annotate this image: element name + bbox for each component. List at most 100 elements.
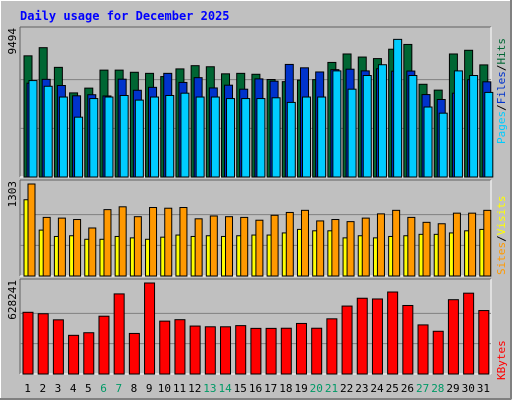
x-tick-label: 8	[131, 382, 138, 395]
legend-separator: /	[495, 235, 508, 242]
bar-kbytes	[387, 291, 399, 375]
bar-kbytes	[52, 319, 64, 375]
bar-kbytes	[417, 324, 429, 375]
bar-sites	[240, 216, 249, 277]
x-tick-label: 26	[401, 382, 414, 395]
x-tick-label: 20	[310, 382, 323, 395]
bar-pages	[469, 75, 479, 178]
bar-sites	[300, 209, 309, 277]
bar-sites	[285, 211, 294, 277]
bar-kbytes	[402, 304, 414, 375]
legend-separator: /	[495, 104, 508, 111]
bar-kbytes	[235, 325, 247, 375]
legend-visits: Visits	[495, 196, 508, 236]
y-max-label-hits: 9494	[6, 28, 19, 55]
x-tick-label: 30	[462, 382, 475, 395]
bar-pages	[226, 98, 236, 178]
bar-sites	[73, 219, 82, 277]
legend-kbytes-panel: KBytes	[495, 340, 508, 380]
bar-pages	[74, 116, 84, 178]
bar-kbytes	[128, 332, 140, 375]
bar-pages	[393, 38, 403, 178]
bar-sites	[437, 223, 446, 277]
x-tick-label: 31	[477, 382, 490, 395]
x-tick-label: 6	[100, 382, 107, 395]
legend-hits-panel: Pages/Files/Hits	[495, 38, 508, 144]
bar-pages	[332, 70, 342, 178]
bar-kbytes	[341, 305, 353, 375]
bar-sites	[376, 213, 385, 277]
x-tick-label: 12	[188, 382, 201, 395]
x-tick-label: 22	[340, 382, 353, 395]
bar-pages	[43, 85, 53, 178]
bar-pages	[317, 96, 327, 178]
bar-kbytes	[463, 292, 475, 375]
x-tick-label: 13	[203, 382, 216, 395]
x-tick-label: 21	[325, 382, 338, 395]
bar-kbytes	[311, 327, 323, 375]
bar-kbytes	[174, 319, 186, 375]
bar-pages	[271, 97, 281, 178]
bar-pages	[104, 96, 114, 178]
bar-sites	[255, 219, 264, 277]
x-tick-label: 9	[146, 382, 153, 395]
bar-kbytes	[68, 334, 80, 375]
bar-pages	[195, 96, 205, 178]
bar-sites	[483, 209, 492, 277]
x-tick-label: 4	[70, 382, 77, 395]
bar-kbytes	[98, 315, 110, 375]
bar-kbytes	[280, 327, 292, 375]
chart-title: Daily usage for December 2025	[20, 9, 230, 23]
bar-pages	[484, 91, 494, 178]
x-tick-label: 23	[355, 382, 368, 395]
bar-sites	[194, 218, 203, 277]
bar-kbytes	[371, 298, 383, 375]
bar-pages	[301, 96, 311, 178]
legend-files: Files	[495, 71, 508, 104]
x-tick-label: 10	[158, 382, 171, 395]
bar-sites	[57, 217, 66, 277]
bar-kbytes	[220, 326, 232, 375]
bar-kbytes	[432, 330, 444, 375]
bar-kbytes	[204, 326, 216, 375]
bar-sites	[179, 207, 188, 277]
bar-kbytes	[113, 293, 125, 375]
bar-sites	[133, 216, 142, 277]
bar-kbytes	[447, 299, 459, 375]
bar-pages	[423, 106, 433, 178]
bar-pages	[210, 96, 220, 178]
bar-sites	[164, 207, 173, 277]
x-tick-label: 1	[24, 382, 31, 395]
bar-sites	[422, 221, 431, 277]
x-tick-label: 28	[431, 382, 444, 395]
legend-pages: Pages	[495, 111, 508, 144]
bar-pages	[180, 92, 190, 178]
bar-kbytes	[250, 327, 262, 375]
bar-pages	[256, 98, 266, 178]
bar-sites	[88, 227, 97, 277]
bar-kbytes	[295, 322, 307, 375]
bar-pages	[58, 96, 68, 178]
y-max-label-sites: 1303	[6, 181, 19, 208]
legend-separator: /	[495, 65, 508, 72]
x-tick-label: 25	[386, 382, 399, 395]
bar-kbytes	[159, 320, 171, 375]
bar-sites	[316, 220, 325, 277]
legend-kbytes: KBytes	[495, 340, 508, 380]
bar-sites	[346, 221, 355, 277]
x-tick-label: 11	[173, 382, 186, 395]
bar-pages	[28, 80, 38, 178]
bar-sites	[270, 214, 279, 277]
bar-sites	[407, 216, 416, 277]
bar-sites	[27, 183, 36, 277]
bar-pages	[241, 98, 251, 178]
bar-pages	[347, 88, 357, 178]
x-tick-label: 24	[370, 382, 384, 395]
bar-sites	[209, 215, 218, 277]
x-tick-label: 3	[55, 382, 62, 395]
x-tick-label: 5	[85, 382, 92, 395]
y-max-label-kbytes: 628241	[6, 280, 19, 320]
bar-kbytes	[326, 318, 338, 375]
bar-sites	[42, 216, 51, 277]
bar-kbytes	[265, 327, 277, 375]
